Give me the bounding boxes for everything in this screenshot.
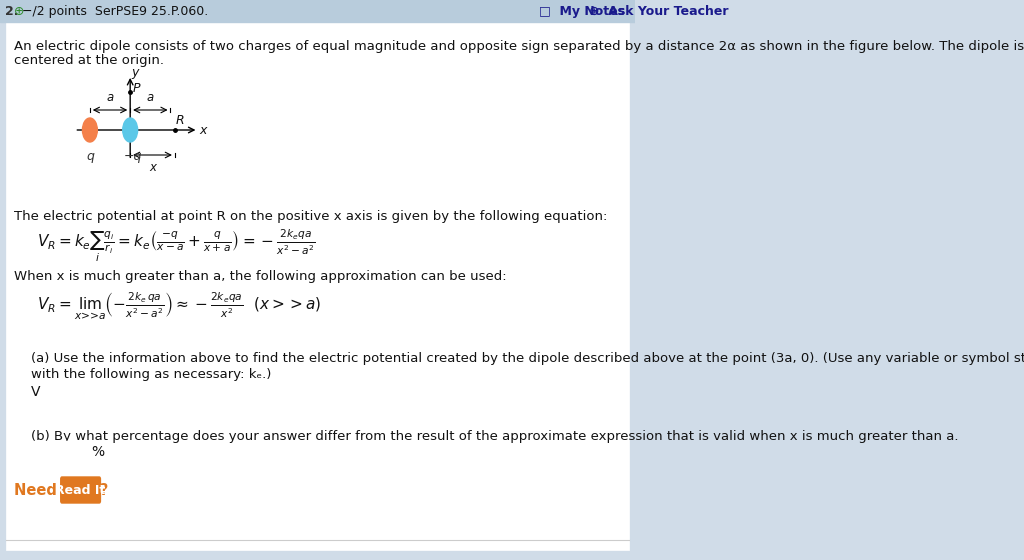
FancyBboxPatch shape (60, 477, 100, 503)
Text: x: x (150, 161, 156, 174)
Text: $V_R = \lim_{x>>a}\left(-\frac{2k_eqa}{x^2-a^2}\right) \approx -\frac{2k_eqa}{x^: $V_R = \lim_{x>>a}\left(-\frac{2k_eqa}{x… (37, 291, 322, 321)
Text: %: % (92, 445, 104, 459)
Text: The electric potential at point R on the positive x axis is given by the followi: The electric potential at point R on the… (13, 210, 607, 223)
Bar (43, 381, 118, 403)
Text: a: a (106, 91, 114, 104)
Text: y: y (131, 66, 139, 78)
Text: P: P (133, 82, 140, 95)
Text: Need Help?: Need Help? (13, 483, 108, 497)
Text: □  My Notes: □ My Notes (540, 4, 626, 17)
Circle shape (123, 118, 137, 142)
Text: with the following as necessary: kₑ.): with the following as necessary: kₑ.) (31, 368, 271, 381)
Circle shape (83, 118, 97, 142)
Text: ⊕  Ask Your Teacher: ⊕ Ask Your Teacher (589, 4, 728, 17)
Text: When x is much greater than a, the following approximation can be used:: When x is much greater than a, the follo… (13, 270, 506, 283)
Bar (0, 0, 635, 22)
Text: 2.: 2. (5, 4, 18, 17)
Text: ⊕: ⊕ (13, 4, 25, 17)
Text: R: R (176, 114, 184, 127)
Text: x: x (200, 124, 207, 137)
Text: An electric dipole consists of two charges of equal magnitude and opposite sign : An electric dipole consists of two charg… (13, 40, 1024, 53)
Text: −/2 points  SerPSE9 25.P.060.: −/2 points SerPSE9 25.P.060. (22, 4, 208, 17)
Text: q: q (86, 150, 94, 163)
Text: a: a (146, 91, 154, 104)
Text: (a) Use the information above to find the electric potential created by the dipo: (a) Use the information above to find th… (31, 352, 1024, 365)
Text: (b) By what percentage does your answer differ from the result of the approximat: (b) By what percentage does your answer … (31, 430, 958, 443)
Text: Read It: Read It (55, 483, 105, 497)
Text: V =: V = (31, 385, 60, 399)
Text: $V_R = k_e \sum_i \frac{q_i}{r_i} = k_e\left(\frac{-q}{x-a} + \frac{q}{x+a}\righ: $V_R = k_e \sum_i \frac{q_i}{r_i} = k_e\… (37, 228, 315, 264)
Bar (31, 441, 87, 463)
Text: −q: −q (124, 150, 142, 163)
Text: centered at the origin.: centered at the origin. (13, 54, 164, 67)
